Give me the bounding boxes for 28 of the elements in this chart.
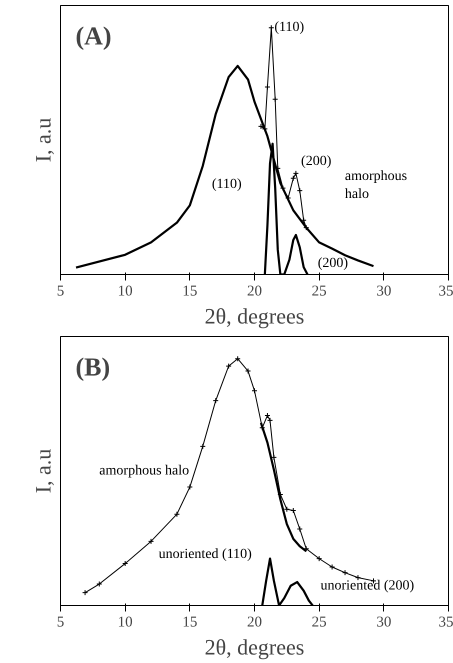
x-tick-label: 5 [56,614,64,630]
x-tick-label: 10 [118,284,133,300]
x-tick-label: 25 [312,614,327,630]
x-tick-label: 35 [438,614,453,630]
annotation: unoriented (200) [320,578,414,594]
x-tick-label: 15 [182,614,198,630]
annotation: (200) [301,154,332,170]
chart-title: (A) [76,22,112,50]
x-axis-title: 2θ, degrees [204,304,304,328]
y-axis-title: I, a.u [30,448,56,494]
annotation: unoriented (110) [158,546,252,562]
x-axis-title: 2θ, degrees [204,634,304,660]
x-tick-label: 35 [438,284,453,300]
x-tick-label: 20 [247,284,262,300]
chart-title: (B) [76,352,110,382]
annotation: amorphous halo [344,169,408,202]
annotation: (200) [318,256,348,272]
x-tick-label: 30 [376,284,392,300]
x-tick-label: 25 [312,284,327,300]
x-tick-label: 30 [376,614,392,630]
y-axis-title: I, a.u [30,118,56,162]
x-tick-label: 10 [118,614,133,630]
x-tick-label: 20 [247,614,262,630]
x-tick-label: 15 [182,284,198,300]
x-tick-label: 5 [56,284,64,300]
annotation: (110) [212,177,242,192]
annotation: (110) [274,20,304,36]
annotation: amorphous halo [99,464,190,478]
